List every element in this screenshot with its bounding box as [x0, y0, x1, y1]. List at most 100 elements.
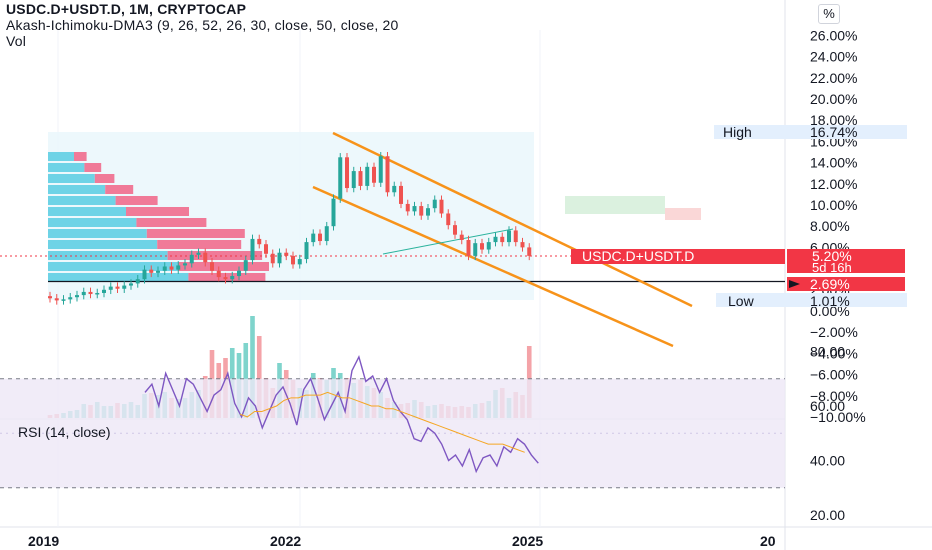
time-tick-label: 2025	[512, 533, 543, 549]
candle-6	[88, 291, 93, 295]
candle-70	[520, 242, 525, 248]
candle-8	[102, 289, 106, 293]
high-label-bg	[714, 125, 907, 139]
candle-34	[277, 252, 282, 264]
candle-47	[365, 166, 370, 186]
candle-51	[392, 185, 397, 193]
rsi-tick-label: 80.00	[810, 344, 845, 360]
candle-3	[68, 297, 73, 300]
volume-profile-up-4	[48, 196, 116, 205]
percent-scale-button[interactable]: %	[818, 4, 840, 24]
volume-profile-up-5	[48, 207, 126, 216]
candle-42	[331, 198, 336, 227]
price-tick-label: 24.00%	[810, 49, 857, 65]
price-tick-label: 10.00%	[810, 197, 857, 213]
low-label: Low	[728, 293, 755, 309]
candle-71	[527, 247, 532, 256]
candle-2	[61, 299, 66, 301]
candle-40	[318, 233, 322, 242]
candle-46	[358, 171, 363, 186]
candle-55	[419, 206, 424, 216]
symbol-badge: USDC.D+USDT.D	[582, 248, 694, 264]
candle-28	[237, 270, 241, 277]
channel-upper-line	[332, 131, 693, 308]
candle-33	[270, 253, 275, 264]
candle-19	[176, 265, 181, 270]
trend-line	[382, 228, 514, 255]
candle-50	[385, 156, 390, 193]
candle-37	[297, 259, 302, 265]
rsi-legend[interactable]: RSI (14, close)	[18, 424, 111, 440]
volume-profile-up-2	[48, 174, 95, 183]
price-tick-label: 18.00%	[810, 112, 857, 128]
volume-profile-down-9	[167, 251, 263, 260]
rsi-line	[144, 355, 539, 474]
price-tick-label: 20.00%	[810, 91, 857, 107]
candle-66	[493, 236, 498, 243]
candle-39	[311, 233, 316, 243]
candle-30	[250, 238, 255, 261]
candle-36	[291, 255, 295, 265]
volume-profile-down-4	[115, 196, 158, 205]
candle-59	[446, 213, 451, 226]
candle-26	[223, 277, 228, 280]
indicator-legend[interactable]: Akash-Ichimoku-DMA3 (9, 26, 52, 26, 30, …	[6, 17, 399, 33]
candle-18	[169, 266, 174, 270]
candle-60	[453, 225, 457, 235]
candle-4	[75, 295, 79, 298]
time-tick-label: 2022	[270, 533, 301, 549]
last-price-value: 5.20%	[812, 248, 852, 264]
volume-profile-up-6	[48, 218, 137, 227]
low-value: 1.01%	[810, 293, 850, 309]
candle-38	[304, 242, 309, 260]
candle-63	[473, 243, 478, 256]
candle-48	[372, 166, 376, 183]
time-tick-label: 2019	[28, 533, 59, 549]
candle-52	[399, 185, 403, 204]
volume-profile-down-8	[157, 240, 242, 249]
volume-profile-down-0	[74, 152, 87, 161]
candle-58	[439, 199, 444, 214]
candle-9	[108, 286, 113, 290]
bar-countdown: 5d 16h	[812, 260, 852, 275]
candle-61	[459, 234, 464, 240]
volume-profile-up-3	[48, 185, 106, 194]
price-tick-label: −2.00%	[810, 324, 858, 340]
candle-32	[264, 244, 268, 254]
candle-0	[48, 296, 52, 299]
candle-45	[351, 171, 356, 189]
ichimoku-cloud-bull	[565, 196, 665, 214]
candle-17	[162, 266, 167, 271]
candle-64	[480, 243, 484, 250]
candle-24	[210, 262, 214, 271]
price-tick-label: 14.00%	[810, 155, 857, 171]
candle-20	[183, 263, 187, 266]
candle-41	[324, 226, 329, 242]
candle-10	[115, 286, 120, 289]
candle-7	[95, 292, 100, 295]
price-tick-label: 22.00%	[810, 70, 857, 86]
volume-profile-up-7	[48, 229, 147, 238]
candle-69	[513, 230, 518, 243]
candle-16	[156, 270, 160, 273]
candle-54	[412, 206, 417, 212]
candle-62	[466, 239, 471, 256]
volume-profile-up-1	[48, 163, 85, 172]
candle-1	[54, 298, 59, 301]
candle-44	[345, 157, 349, 189]
price-tick-label: −10.00%	[810, 409, 866, 425]
candle-11	[122, 285, 127, 289]
volume-bar-30	[250, 316, 255, 418]
channel-lower-line	[312, 185, 674, 348]
candle-23	[203, 252, 208, 263]
chart-title: USDC.D+USDT.D, 1M, CRYPTOCAP	[6, 1, 247, 17]
volume-legend[interactable]: Vol	[6, 33, 27, 49]
rsi-tick-label: 60.00	[810, 398, 845, 414]
candle-68	[507, 230, 511, 243]
time-tick-label: 20	[760, 533, 776, 549]
candle-57	[432, 199, 437, 209]
level-value: 2.69%	[810, 276, 850, 292]
volume-profile-down-3	[105, 185, 134, 194]
candle-43	[338, 157, 343, 199]
